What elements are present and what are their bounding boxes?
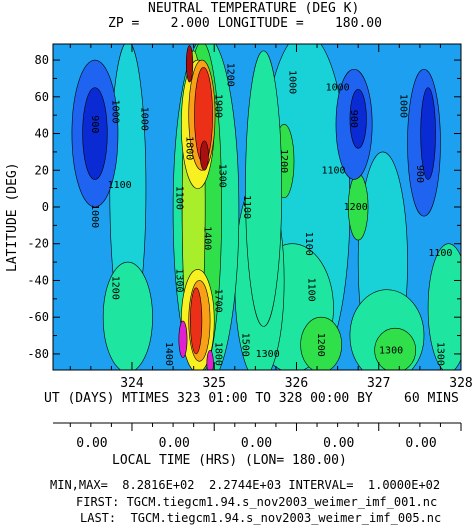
field-band-18 xyxy=(420,87,436,180)
y-tick-label-5: -20 xyxy=(27,237,49,251)
field-band-30 xyxy=(185,45,194,83)
chart-subtitle: ZP = 2.000 LONGITUDE = 180.00 xyxy=(108,16,382,31)
contour-label-5: 1200 xyxy=(110,276,121,300)
contour-label-19: 1000 xyxy=(286,70,297,94)
contour-label-29: 900 xyxy=(414,165,425,183)
lt-tick-label-1: 0.00 xyxy=(159,436,190,451)
x-tick-label-0: 324 xyxy=(120,376,144,391)
y-tick-label-1: 60 xyxy=(35,90,49,104)
field-band-14 xyxy=(82,87,108,180)
temperature-field xyxy=(53,44,461,370)
contour-label-13: 1400 xyxy=(202,226,213,250)
x-tick-label-3: 327 xyxy=(367,376,390,391)
field-band-28 xyxy=(178,320,188,358)
contour-label-22: 1200 xyxy=(315,333,326,357)
lt-tick-label-3: 0.00 xyxy=(323,436,354,451)
contour-label-4: 1000 xyxy=(138,107,149,131)
lt-tick-label-2: 0.00 xyxy=(241,436,272,451)
y-axis-label: LATITUDE (DEG) xyxy=(5,162,20,272)
contour-label-30: 1000 xyxy=(397,94,408,118)
contour-label-12: 1300 xyxy=(216,164,227,188)
contour-label-9: 1800 xyxy=(184,136,195,160)
contour-label-8: 1400 xyxy=(163,342,174,366)
y-tick-label-0: 80 xyxy=(35,53,49,67)
contour-label-27: 1200 xyxy=(344,202,368,213)
contour-label-2: 1100 xyxy=(108,180,132,191)
minmax-line: MIN,MAX= 8.2816E+02 2.2744E+03 INTERVAL=… xyxy=(50,478,441,492)
lt-tick-label-0: 0.00 xyxy=(76,436,107,451)
y-axis: 80 60 40 20 0 -20 -40 -60 -80 xyxy=(27,53,461,361)
last-file-line: LAST: TGCM.tiegcm1.94.s_nov2003_weimer_i… xyxy=(80,511,442,525)
field-band-27 xyxy=(190,287,203,355)
field-band-31 xyxy=(199,140,209,171)
contour-label-24: 1000 xyxy=(326,83,350,94)
local-time-axis: 0.00 0.00 0.00 0.00 0.00 xyxy=(53,422,462,451)
contour-label-7: 1300 xyxy=(174,268,185,292)
lt-tick-label-4: 0.00 xyxy=(405,436,436,451)
contour-label-14: 1700 xyxy=(212,289,223,313)
contour-label-31: 1100 xyxy=(428,248,452,259)
contour-label-11: 1200 xyxy=(225,63,236,87)
field-band-1 xyxy=(102,261,153,370)
local-time-label: LOCAL TIME (HRS) (LON= 180.00) xyxy=(112,453,347,468)
first-file-line: FIRST: TGCM.tiegcm1.94.s_nov2003_weimer_… xyxy=(76,495,438,509)
field-band-16 xyxy=(349,89,367,149)
contour-label-23: 1100 xyxy=(303,232,314,256)
y-tick-label-8: -80 xyxy=(27,347,49,361)
contour-label-16: 1500 xyxy=(239,333,250,357)
contour-label-20: 1200 xyxy=(278,149,289,173)
contour-label-32: 1300 xyxy=(434,342,445,366)
y-tick-label-7: -60 xyxy=(27,310,49,324)
contour-label-15: 1800 xyxy=(212,342,223,366)
contour-label-1: 1000 xyxy=(110,99,121,123)
contour-label-21: 1100 xyxy=(305,278,316,302)
contour-label-0: 900 xyxy=(89,115,100,133)
contour-label-26: 900 xyxy=(348,110,359,128)
field-band-10 xyxy=(300,316,343,370)
y-tick-label-3: 20 xyxy=(35,163,49,177)
contour-label-6: 1100 xyxy=(174,186,185,210)
x-tick-label-1: 325 xyxy=(202,376,225,391)
contour-label-28: 1300 xyxy=(379,345,403,356)
x-tick-label-2: 326 xyxy=(285,376,308,391)
y-tick-label-2: 40 xyxy=(35,127,49,141)
contour-label-25: 1100 xyxy=(321,165,345,176)
x-axis-label: UT (DAYS) MTIMES 323 01:00 TO 328 00:00 … xyxy=(44,391,459,406)
x-axis: 324 325 326 327 328 xyxy=(69,44,473,391)
y-tick-label-4: 0 xyxy=(42,200,49,214)
y-tick-label-6: -40 xyxy=(27,273,49,287)
contour-labels: 900 1000 1100 1000 1000 1200 1100 1300 1400 1800 1… xyxy=(89,63,453,366)
contour-label-3: 1000 xyxy=(89,204,100,228)
x-tick-label-4: 328 xyxy=(449,376,472,391)
field-band-11 xyxy=(374,327,417,370)
contour-label-10: 1900 xyxy=(212,94,223,118)
field-band-6 xyxy=(427,243,461,370)
field-band-29 xyxy=(206,349,214,370)
field-band-12 xyxy=(245,50,282,327)
contour-label-17: 1300 xyxy=(256,349,280,360)
chart-title: NEUTRAL TEMPERATURE (DEG K) xyxy=(148,1,360,16)
contour-label-18: 1100 xyxy=(241,195,252,219)
